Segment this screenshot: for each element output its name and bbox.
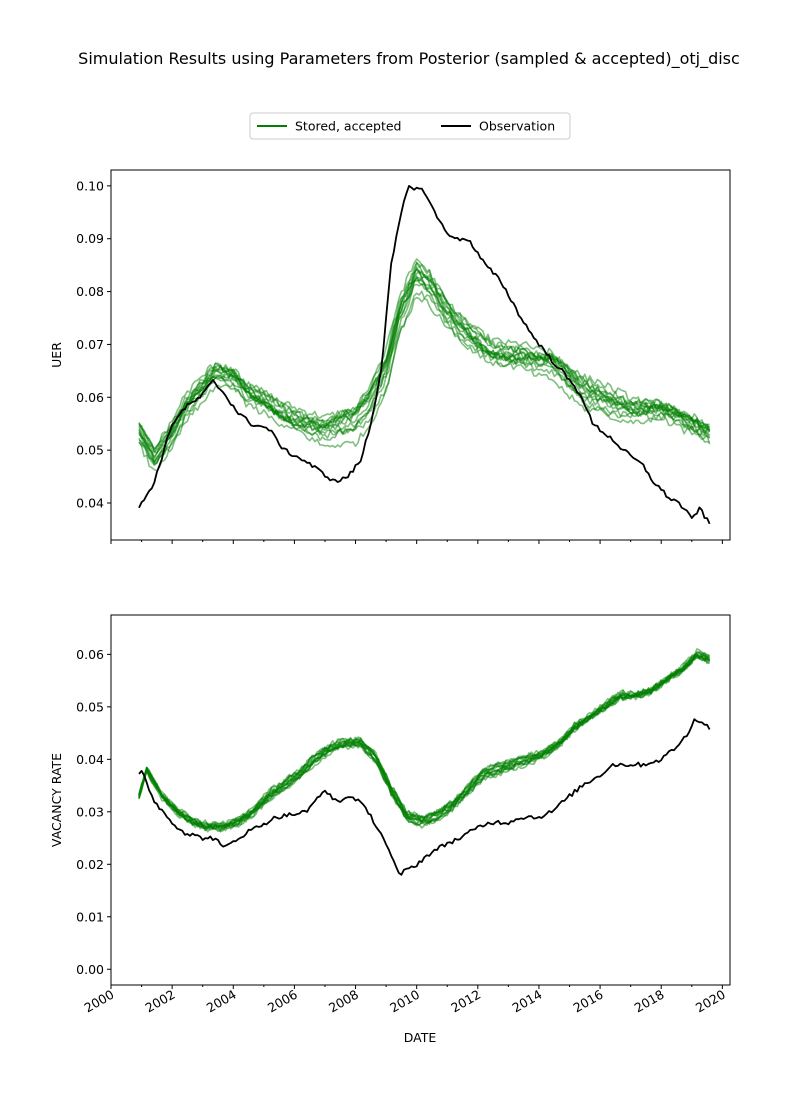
uer-observation-line (138, 185, 711, 525)
simulation-line (138, 652, 710, 832)
uer-y-axis-label: UER (49, 342, 64, 368)
legend-label-observation: Observation (479, 119, 555, 134)
legend: Stored, accepted Observation (249, 112, 571, 140)
vacancy-simulation-lines (138, 648, 711, 833)
x-tick-label: 2006 (265, 987, 300, 1016)
y-tick-label: 0.01 (76, 909, 104, 924)
simulation-line (138, 655, 711, 828)
x-axis-label: DATE (404, 1030, 437, 1045)
simulation-line (138, 654, 711, 833)
y-tick-label: 0.06 (76, 647, 104, 662)
simulation-line (138, 651, 710, 830)
simulation-line (138, 283, 710, 466)
chart-title: Simulation Results using Parameters from… (78, 49, 740, 69)
legend-label-stored-accepted: Stored, accepted (295, 119, 401, 134)
vacancy-plot-frame (110, 614, 731, 986)
uer-y-ticks: 0.04 0.05 0.06 0.07 0.08 0.09 0.10 (76, 178, 111, 511)
uer-simulation-lines (138, 258, 711, 472)
simulation-line (138, 654, 711, 830)
y-tick-label: 0.04 (76, 496, 104, 511)
y-tick-label: 0.04 (76, 752, 104, 767)
y-tick-label: 0.09 (76, 231, 104, 246)
vacancy-observation-line (138, 718, 711, 876)
x-tick-label: 2020 (693, 987, 728, 1016)
uer-x-ticks (110, 540, 723, 544)
simulation-line (138, 654, 711, 831)
simulation-line (138, 654, 711, 826)
y-tick-label: 0.07 (76, 337, 104, 352)
uer-plot-frame (110, 169, 731, 541)
simulation-line (138, 258, 711, 450)
simulation-line (138, 654, 711, 831)
y-tick-label: 0.05 (76, 699, 104, 714)
simulation-line (138, 277, 710, 452)
y-tick-label: 0.08 (76, 284, 104, 299)
simulation-line (138, 279, 711, 463)
simulation-line (138, 648, 710, 830)
vacancy-rate-chart: 0.000.010.020.030.040.050.06 2000 2002 200… (49, 614, 731, 1045)
vacancy-y-ticks: 0.00 0.01 0.02 0.03 0.04 0.05 0.06 (76, 647, 111, 977)
simulation-line (138, 290, 710, 472)
y-tick-label: 0.05 (76, 443, 104, 458)
simulation-line (138, 656, 710, 829)
x-tick-label: 2018 (632, 987, 667, 1016)
vacancy-y-axis-label: VACANCY RATE (49, 753, 64, 847)
x-tick-label: 2000 (81, 987, 116, 1016)
simulation-line (138, 652, 711, 828)
x-tick-label: 2004 (204, 987, 239, 1016)
simulation-line (138, 654, 710, 833)
x-tick-label: 2008 (326, 987, 361, 1016)
y-tick-label: 0.00 (76, 962, 104, 977)
y-tick-label: 0.03 (76, 804, 104, 819)
x-tick-label: 2014 (509, 987, 544, 1016)
x-tick-label: 2002 (143, 987, 178, 1016)
simulation-line (138, 654, 711, 829)
x-tick-label: 2010 (387, 987, 422, 1016)
x-tick-label: 2016 (571, 987, 606, 1016)
y-tick-label: 0.06 (76, 390, 104, 405)
vacancy-x-ticks: 2000 2002 2004 2006 2008 2010 2012 2014 2016 2018… (81, 985, 728, 1016)
x-tick-label: 2012 (448, 987, 483, 1016)
y-tick-label: 0.02 (76, 857, 104, 872)
simulation-line (138, 261, 710, 458)
y-tick-label: 0.10 (76, 178, 104, 193)
legend-frame (249, 112, 571, 140)
uer-chart: 0.04 0.05 0.06 0.07 0.08 0.09 0.10 UER (49, 169, 731, 544)
simulation-line (138, 275, 711, 454)
simulation-line (138, 651, 710, 828)
